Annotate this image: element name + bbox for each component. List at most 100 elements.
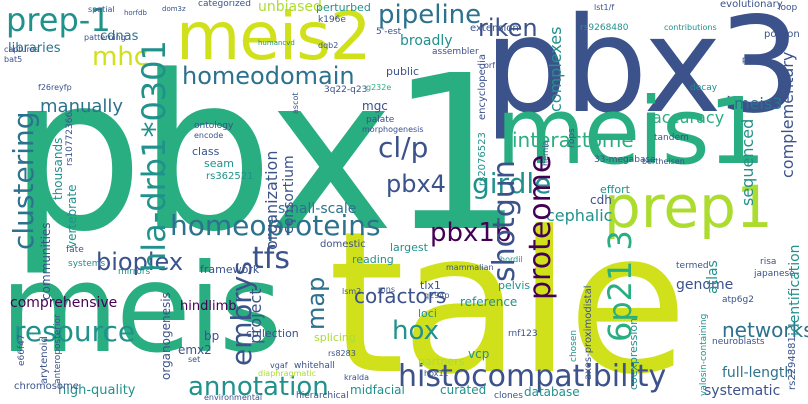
word-pbx1b: pbx1b [430,218,512,248]
word-interactome: interactome [512,128,634,152]
word-partners: partners [418,355,465,368]
word-encode: encode [194,131,224,140]
word-3q22-q23: 3q22-q23 [324,85,368,95]
word-cofactors: cofactors [354,284,447,308]
word-meis3: meis3 [734,94,783,113]
word-meis1: meis1 [496,78,766,185]
word-rs8283: rs8283 [328,349,356,358]
word-organogenesis: organogenesis [159,292,173,380]
word-riken: riken [478,14,538,42]
word-homeoproteins: homeoproteins [170,209,381,242]
word-vcp: vcp [468,347,490,361]
word-tfs: tfs [252,241,290,276]
word-prep1: prep1 [604,173,773,241]
word-q294p: q294p [424,291,450,300]
word-cdh: cdh [590,193,612,207]
word-cephalic: cephalic [546,206,613,225]
word-bertheisen: bertheisen [642,157,685,166]
word-categorized: categorized [198,0,251,9]
word-arytenoid: arytenoid [39,336,50,384]
word-mirrors: mirrors [118,267,151,277]
word-meis2: meis2 [176,0,372,75]
word-rs9268480: rs9268480 [580,23,629,33]
word-orf: orf [484,61,495,70]
word-tale: tale [328,190,688,404]
word-pipeline: pipeline [378,0,482,30]
word-thousands: thousands [51,137,65,200]
word-mns: mns [378,285,396,294]
word-pbx4: pbx4 [386,170,446,198]
word-captures: captures [4,45,39,54]
word-coexpression: coexpression [627,317,640,390]
word-meis: meis [0,238,282,380]
word-vertebrate: vertebrate [65,184,79,249]
word-dqb2: dqb2 [318,41,339,50]
word-mhc: mhc [92,42,149,72]
word-comprehensive: comprehensive [10,295,118,311]
word-axes-proximodistal: axes-proximodistal [583,285,594,380]
word-public: public [386,65,420,78]
word-organization: organization [262,150,281,250]
word-atlas: atlas [705,260,721,294]
word-identification: identification [787,244,803,336]
word-splicing: splicing [314,331,356,344]
word-reading: reading [352,253,394,266]
word-class: class [192,145,220,158]
word-proteome: proteome [523,154,558,300]
word-pbx1: pbx1 [8,30,524,279]
word-sequenced: sequenced [738,118,757,206]
word-libraries: libraries [8,41,61,56]
word-hernia: hernia [541,140,550,166]
word-humancvd: humancvd [258,39,295,47]
word-bp: bp [204,329,220,343]
word-vgaf: vgaf [270,361,288,370]
word-rs2294881: rs2294881 [787,336,798,390]
word-systems: systems [68,259,106,269]
word-perturbed: perturbed [316,1,371,14]
word-curated: curated [440,383,487,397]
word-rbps: rbps [567,128,577,148]
word-kralda: kralda [344,373,370,382]
word-evolutionary: evolutionary [720,0,783,10]
word-mammalian: mammalian [446,263,494,272]
word-systematic: systematic [704,383,781,399]
word-effort: effort [600,183,630,196]
word-5-est: 5'-est [376,27,402,37]
word-genome: genome [676,277,734,293]
word-g232e: g232e [366,83,392,92]
word-atp6g2: atp6g2 [722,295,754,305]
word-annotation: annotation [188,372,329,402]
word-risa: risa [760,257,777,267]
word-consortium: consortium [281,155,297,234]
word-pbx3: pbx3 [484,0,802,143]
word-rs2076523: rs2076523 [477,132,488,186]
word-girdle: girdle [472,167,552,200]
word-homeodomain: homeodomain [182,62,355,90]
word-high-quality: high-quality [58,383,136,398]
word-termed: termed [676,261,709,271]
word-broadly: broadly [400,33,453,49]
word-japanese: japanese [754,269,795,279]
word-spatial: spatial [88,5,115,14]
word-dom3z: dom3z [162,5,186,13]
word-cdnas: cdnas [100,29,139,44]
word-midfacial: midfacial [350,383,405,397]
word-rs10772366: rs10772366 [65,111,75,166]
word-loop: loop [778,3,798,13]
word-horfdb: horfdb [124,9,147,17]
word-framework: framework [200,263,260,276]
word-clustering: clustering [7,111,40,250]
word-hordil: hordil [500,255,523,264]
word-fate: fate [66,245,84,255]
word-contributions: contributions [664,23,717,32]
word-valosin-containing: valosin-containing [699,313,709,396]
word-set: set [188,355,201,364]
word-project: project [246,288,265,344]
word-clones: clones [494,391,523,401]
word-ontology: ontology [194,121,234,131]
word-networks: networks [722,318,808,342]
word-full-length: full-length [722,365,794,381]
word-histocompatibility: histocompatibility [398,359,667,394]
word-complexes: complexes [546,26,565,113]
word-lsm2: lsm2 [342,287,362,296]
